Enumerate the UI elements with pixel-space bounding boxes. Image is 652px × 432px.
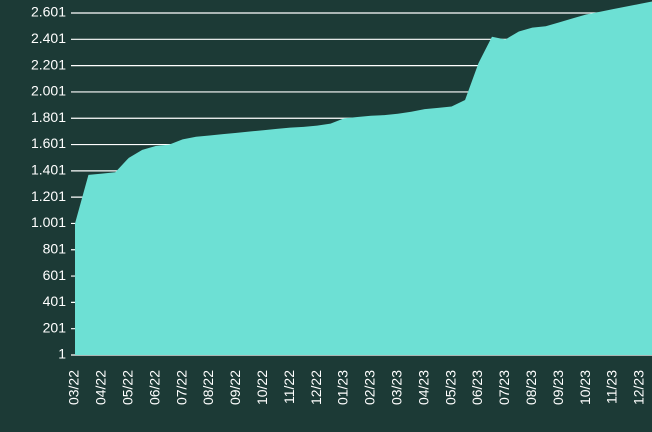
- x-tick-label: 11/23: [604, 370, 620, 404]
- x-tick-label: 03/22: [66, 370, 82, 405]
- y-tick-label: 1.001: [31, 214, 66, 230]
- x-tick-label: 11/22: [281, 370, 297, 404]
- y-tick-label: 1.801: [31, 109, 66, 125]
- x-tick-label: 08/23: [523, 370, 539, 405]
- y-tick-label: 1.201: [31, 188, 66, 204]
- y-tick-label: 2.401: [31, 30, 66, 46]
- y-tick-label: 601: [43, 267, 67, 283]
- x-tick-label: 07/22: [173, 370, 189, 405]
- x-tick-label: 09/23: [550, 370, 566, 405]
- y-tick-label: 2.601: [31, 4, 66, 20]
- y-tick-label: 1.401: [31, 162, 66, 178]
- x-tick-label: 04/23: [415, 370, 431, 405]
- y-tick-label: 801: [43, 240, 67, 256]
- x-tick-label: 05/23: [442, 370, 458, 405]
- y-tick-label: 201: [43, 319, 67, 335]
- x-tick-label: 03/23: [389, 370, 405, 405]
- x-tick-label: 06/23: [469, 370, 485, 405]
- x-tick-label: 08/22: [200, 370, 216, 405]
- y-tick-label: 1: [58, 346, 66, 362]
- x-tick-label: 02/23: [362, 370, 378, 405]
- x-tick-label: 06/22: [146, 370, 162, 405]
- y-tick-label: 2.201: [31, 56, 66, 72]
- x-tick-label: 12/23: [631, 370, 647, 405]
- y-tick-label: 1.601: [31, 135, 66, 151]
- x-tick-label: 10/22: [254, 370, 270, 405]
- x-tick-label: 04/22: [93, 370, 109, 405]
- area: [75, 1, 652, 355]
- x-tick-label: 12/22: [308, 370, 324, 405]
- x-tick-label: 01/23: [335, 370, 351, 405]
- y-tick-label: 2.001: [31, 83, 66, 99]
- x-tick-label: 10/23: [577, 370, 593, 405]
- x-tick-label: 07/23: [496, 370, 512, 405]
- x-tick-label: 09/22: [227, 370, 243, 405]
- y-tick-label: 401: [43, 293, 67, 309]
- x-tick-label: 05/22: [120, 370, 136, 405]
